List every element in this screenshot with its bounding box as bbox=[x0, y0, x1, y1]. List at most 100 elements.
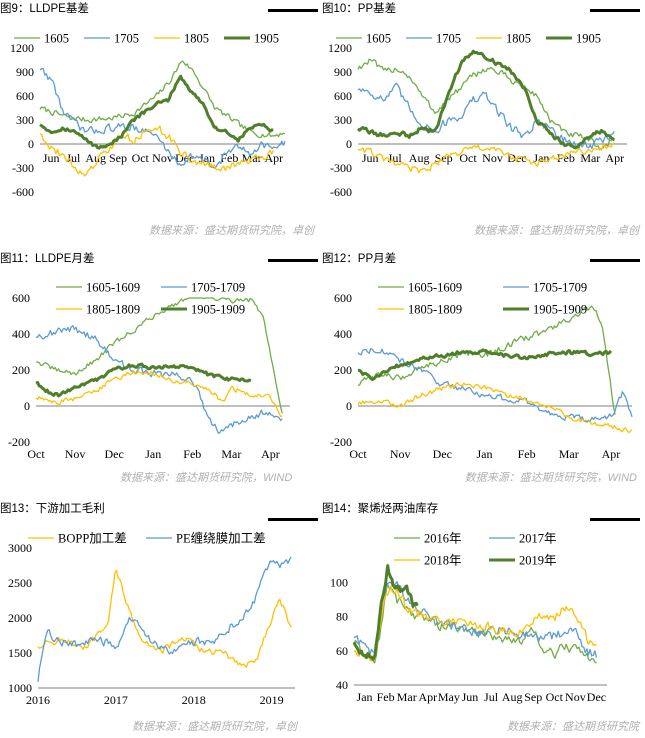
chart-source: 数据来源：盛达期货研究院，WIND bbox=[120, 472, 293, 484]
x-tick-label: Mar bbox=[397, 690, 417, 704]
y-tick-label: 1200 bbox=[10, 41, 34, 55]
y-tick-label: 2500 bbox=[8, 576, 32, 590]
series-line-1905-1909 bbox=[358, 348, 613, 381]
legend-label: 1605-1609 bbox=[86, 281, 140, 295]
x-tick-label: Apr bbox=[418, 690, 437, 704]
chart-svg-lldpe-basis: 1200 900 600 300 0 -300 -600 Jun Jul Aug Sep Oct Nov… bbox=[10, 32, 286, 199]
x-tick-label: Feb bbox=[557, 151, 575, 165]
chart-title: 图9：LLDPE基差 bbox=[0, 3, 89, 15]
x-tick-label: Feb bbox=[183, 447, 201, 461]
x-tick-label: Jun bbox=[43, 151, 60, 165]
x-tick-label: Jul bbox=[388, 151, 403, 165]
chart-source: 数据来源：盛达期货研究院，WIND bbox=[464, 472, 637, 484]
chart-source: 数据来源：盛达期货研究院，卓创 bbox=[474, 225, 639, 237]
series-line-1805 bbox=[357, 142, 615, 174]
y-tick-label: -200 bbox=[8, 435, 30, 449]
legend-label: 1605 bbox=[366, 32, 391, 46]
chart-panel-pp-basis: 图10：PP基差 1200 900 600 300 0 -300 -600 Jun Jul Aug… bbox=[322, 0, 645, 240]
y-tick-label: 600 bbox=[334, 89, 352, 103]
x-tick-label: Feb bbox=[377, 690, 395, 704]
x-tick-label: Jun bbox=[362, 151, 379, 165]
x-tick-label: Apr bbox=[605, 151, 624, 165]
title-bar-decoration bbox=[268, 259, 318, 262]
x-tick-label: Aug bbox=[85, 151, 106, 165]
series-line-1705-1709 bbox=[357, 348, 633, 423]
legend-label: 1905-1909 bbox=[533, 303, 587, 317]
x-tick-label: Sep bbox=[435, 151, 453, 165]
series-line-2019年 bbox=[352, 564, 419, 661]
y-tick-label: -600 bbox=[330, 185, 352, 199]
x-tick-label: Oct bbox=[349, 447, 367, 461]
x-tick-label: Oct bbox=[546, 690, 564, 704]
x-tick-label: Nov bbox=[482, 151, 503, 165]
x-tick-label: Nov bbox=[565, 690, 586, 704]
chart-title: 图14：聚烯烃两油库存 bbox=[322, 503, 439, 515]
title-bar-decoration bbox=[590, 259, 640, 262]
legend-label: 1805-1809 bbox=[86, 303, 140, 317]
x-tick-label: Jan bbox=[357, 690, 373, 704]
chart-title: 图13：下游加工毛利 bbox=[0, 503, 105, 515]
y-tick-label: 900 bbox=[334, 65, 352, 79]
chart-title: 图10：PP基差 bbox=[322, 3, 397, 15]
legend-label: 2019年 bbox=[519, 554, 557, 568]
chart-svg-inventory: 100 80 60 40 Jan Feb Mar Apr May Jun Jul Aug Sep Oct N… bbox=[330, 532, 607, 704]
y-tick-label: 100 bbox=[330, 575, 348, 589]
x-tick-label: Jul bbox=[66, 151, 81, 165]
x-tick-label: Dec bbox=[433, 447, 452, 461]
legend-label: 1905 bbox=[254, 32, 279, 46]
y-tick-label: 40 bbox=[336, 678, 348, 692]
series-line-BOPP加工差 bbox=[37, 569, 292, 669]
x-tick-label: Jan bbox=[476, 447, 492, 461]
y-tick-label: 0 bbox=[24, 399, 30, 413]
legend-label: 2017年 bbox=[519, 532, 557, 546]
y-tick-label: -600 bbox=[12, 185, 34, 199]
x-tick-label: 2016 bbox=[26, 693, 50, 707]
y-tick-label: -300 bbox=[12, 161, 34, 175]
title-bar-decoration bbox=[268, 518, 318, 521]
series-line-1705-1709 bbox=[35, 324, 283, 434]
y-tick-label: 0 bbox=[346, 137, 352, 151]
x-tick-label: Oct bbox=[27, 447, 45, 461]
x-tick-label: May bbox=[438, 690, 460, 704]
y-tick-label: 600 bbox=[12, 291, 30, 305]
chart-source: 数据来源：盛达期货研究院 bbox=[507, 721, 639, 733]
x-tick-label: Apr bbox=[265, 151, 284, 165]
title-bar-decoration bbox=[590, 518, 640, 521]
series-line-1605 bbox=[39, 60, 286, 139]
x-tick-label: Sep bbox=[524, 690, 542, 704]
series-line-1605-1609 bbox=[357, 305, 616, 415]
series-line-PE缠绕膜加工差 bbox=[37, 556, 292, 682]
y-tick-label: 1000 bbox=[8, 681, 32, 695]
series-line-1705 bbox=[357, 82, 615, 150]
y-tick-label: 300 bbox=[334, 113, 352, 127]
chart-source: 数据来源：盛达期货研究院，卓创 bbox=[132, 721, 297, 733]
chart-panel-pp-spread: 图12：PP月差 600 400 200 0 -200 Oct Nov Dec Jan Feb Ma… bbox=[322, 250, 645, 485]
x-tick-label: Aug bbox=[502, 690, 523, 704]
x-tick-label: Nov bbox=[152, 151, 173, 165]
legend-label: 1605 bbox=[44, 32, 69, 46]
y-tick-label: 200 bbox=[12, 363, 30, 377]
series-line-1905-1909 bbox=[35, 362, 252, 398]
legend-label: 1605-1609 bbox=[408, 281, 462, 295]
x-tick-label: Dec bbox=[104, 447, 123, 461]
series-line-1805-1809 bbox=[35, 370, 283, 418]
x-tick-label: Nov bbox=[390, 447, 411, 461]
legend-label: 1805-1809 bbox=[408, 303, 462, 317]
x-tick-label: Mar bbox=[221, 447, 241, 461]
series-line-1705 bbox=[39, 67, 286, 169]
chart-title: 图12：PP月差 bbox=[322, 253, 397, 265]
x-tick-label: Feb bbox=[518, 447, 536, 461]
y-tick-label: 1200 bbox=[328, 41, 352, 55]
x-tick-label: Oct bbox=[459, 151, 477, 165]
x-tick-label: Mar bbox=[559, 447, 579, 461]
chart-svg-pp-basis: 1200 900 600 300 0 -300 -600 Jun Jul Aug Sep Oct Nov… bbox=[328, 32, 627, 199]
legend-label: 1805 bbox=[184, 32, 209, 46]
legend-label: PE缠绕膜加工差 bbox=[176, 531, 266, 546]
y-tick-label: -200 bbox=[330, 435, 352, 449]
x-tick-label: Jul bbox=[484, 690, 499, 704]
legend-label: BOPP加工差 bbox=[58, 532, 127, 546]
y-tick-label: 600 bbox=[334, 291, 352, 305]
y-tick-label: -300 bbox=[330, 161, 352, 175]
